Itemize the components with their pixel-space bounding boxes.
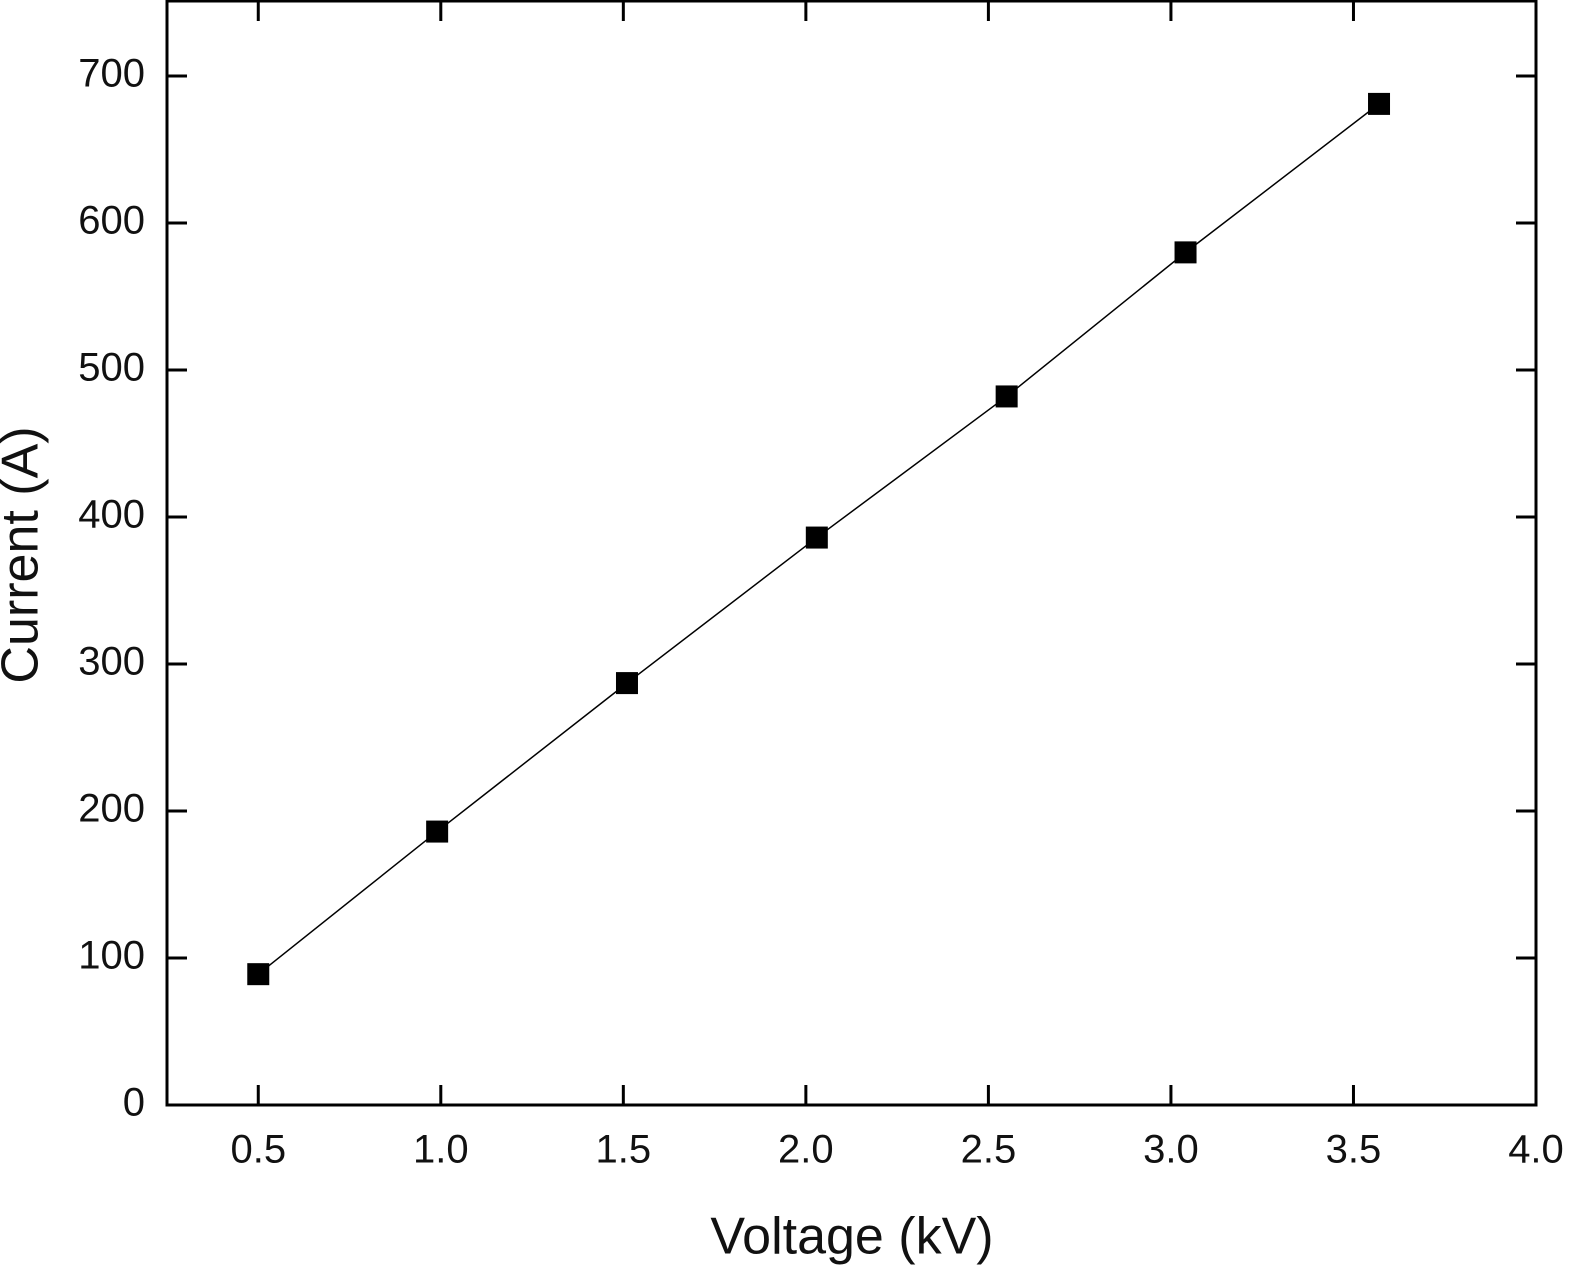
y-tick-label: 600 [78,199,145,243]
plot-frame [165,0,1538,1107]
data-point [805,526,828,549]
y-axis-title: Current (A) [0,426,50,683]
x-tick-label: 2.0 [778,1128,834,1172]
y-tick-label: 100 [78,934,145,978]
x-tick-label: 1.0 [413,1128,469,1172]
y-tick-label: 0 [123,1081,145,1125]
x-axis-title: Voltage (kV) [710,1208,993,1266]
x-tick-label: 4.0 [1508,1128,1564,1172]
y-tick-label: 300 [78,640,145,684]
x-tick-label: 2.5 [961,1128,1017,1172]
y-tick-label: 400 [78,493,145,537]
data-point [1174,241,1197,264]
data-point [426,820,449,843]
y-tick-label: 500 [78,346,145,390]
data-point [247,963,270,986]
x-tick-label: 0.5 [230,1128,286,1172]
x-tick-label: 3.5 [1326,1128,1382,1172]
data-point [995,385,1018,408]
data-point [1368,92,1391,115]
x-tick-label: 1.5 [596,1128,652,1172]
x-tick-label: 3.0 [1143,1128,1199,1172]
y-tick-label: 200 [78,787,145,831]
y-tick-label: 700 [78,52,145,96]
data-point [615,672,638,695]
